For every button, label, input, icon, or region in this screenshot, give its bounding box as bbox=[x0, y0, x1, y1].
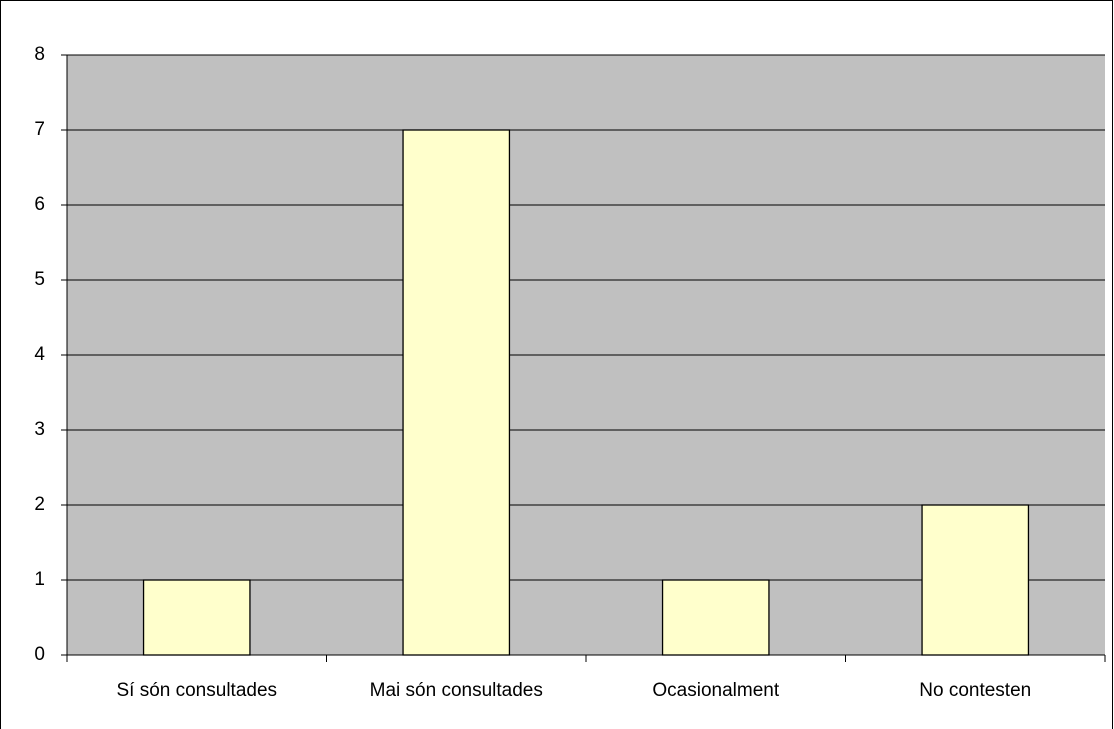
y-tick-label: 7 bbox=[34, 119, 45, 140]
bar bbox=[661, 579, 770, 656]
bar bbox=[142, 579, 251, 656]
y-tick-label: 4 bbox=[34, 344, 45, 365]
bar bbox=[921, 504, 1030, 656]
y-tick-label: 5 bbox=[34, 269, 45, 290]
bar bbox=[402, 129, 511, 656]
y-tick-label: 1 bbox=[34, 569, 45, 590]
y-tick-label: 2 bbox=[34, 494, 45, 515]
x-tick-label: Sí són consultades bbox=[116, 680, 277, 701]
y-tick-label: 8 bbox=[34, 44, 45, 65]
y-tick-label: 3 bbox=[34, 419, 45, 440]
x-tick-label: No contesten bbox=[919, 680, 1031, 701]
x-tick-label: Ocasionalment bbox=[652, 680, 779, 701]
y-tick-label: 6 bbox=[34, 194, 45, 215]
y-tick-label: 0 bbox=[34, 644, 45, 665]
x-tick-label: Mai són consultades bbox=[370, 680, 543, 701]
